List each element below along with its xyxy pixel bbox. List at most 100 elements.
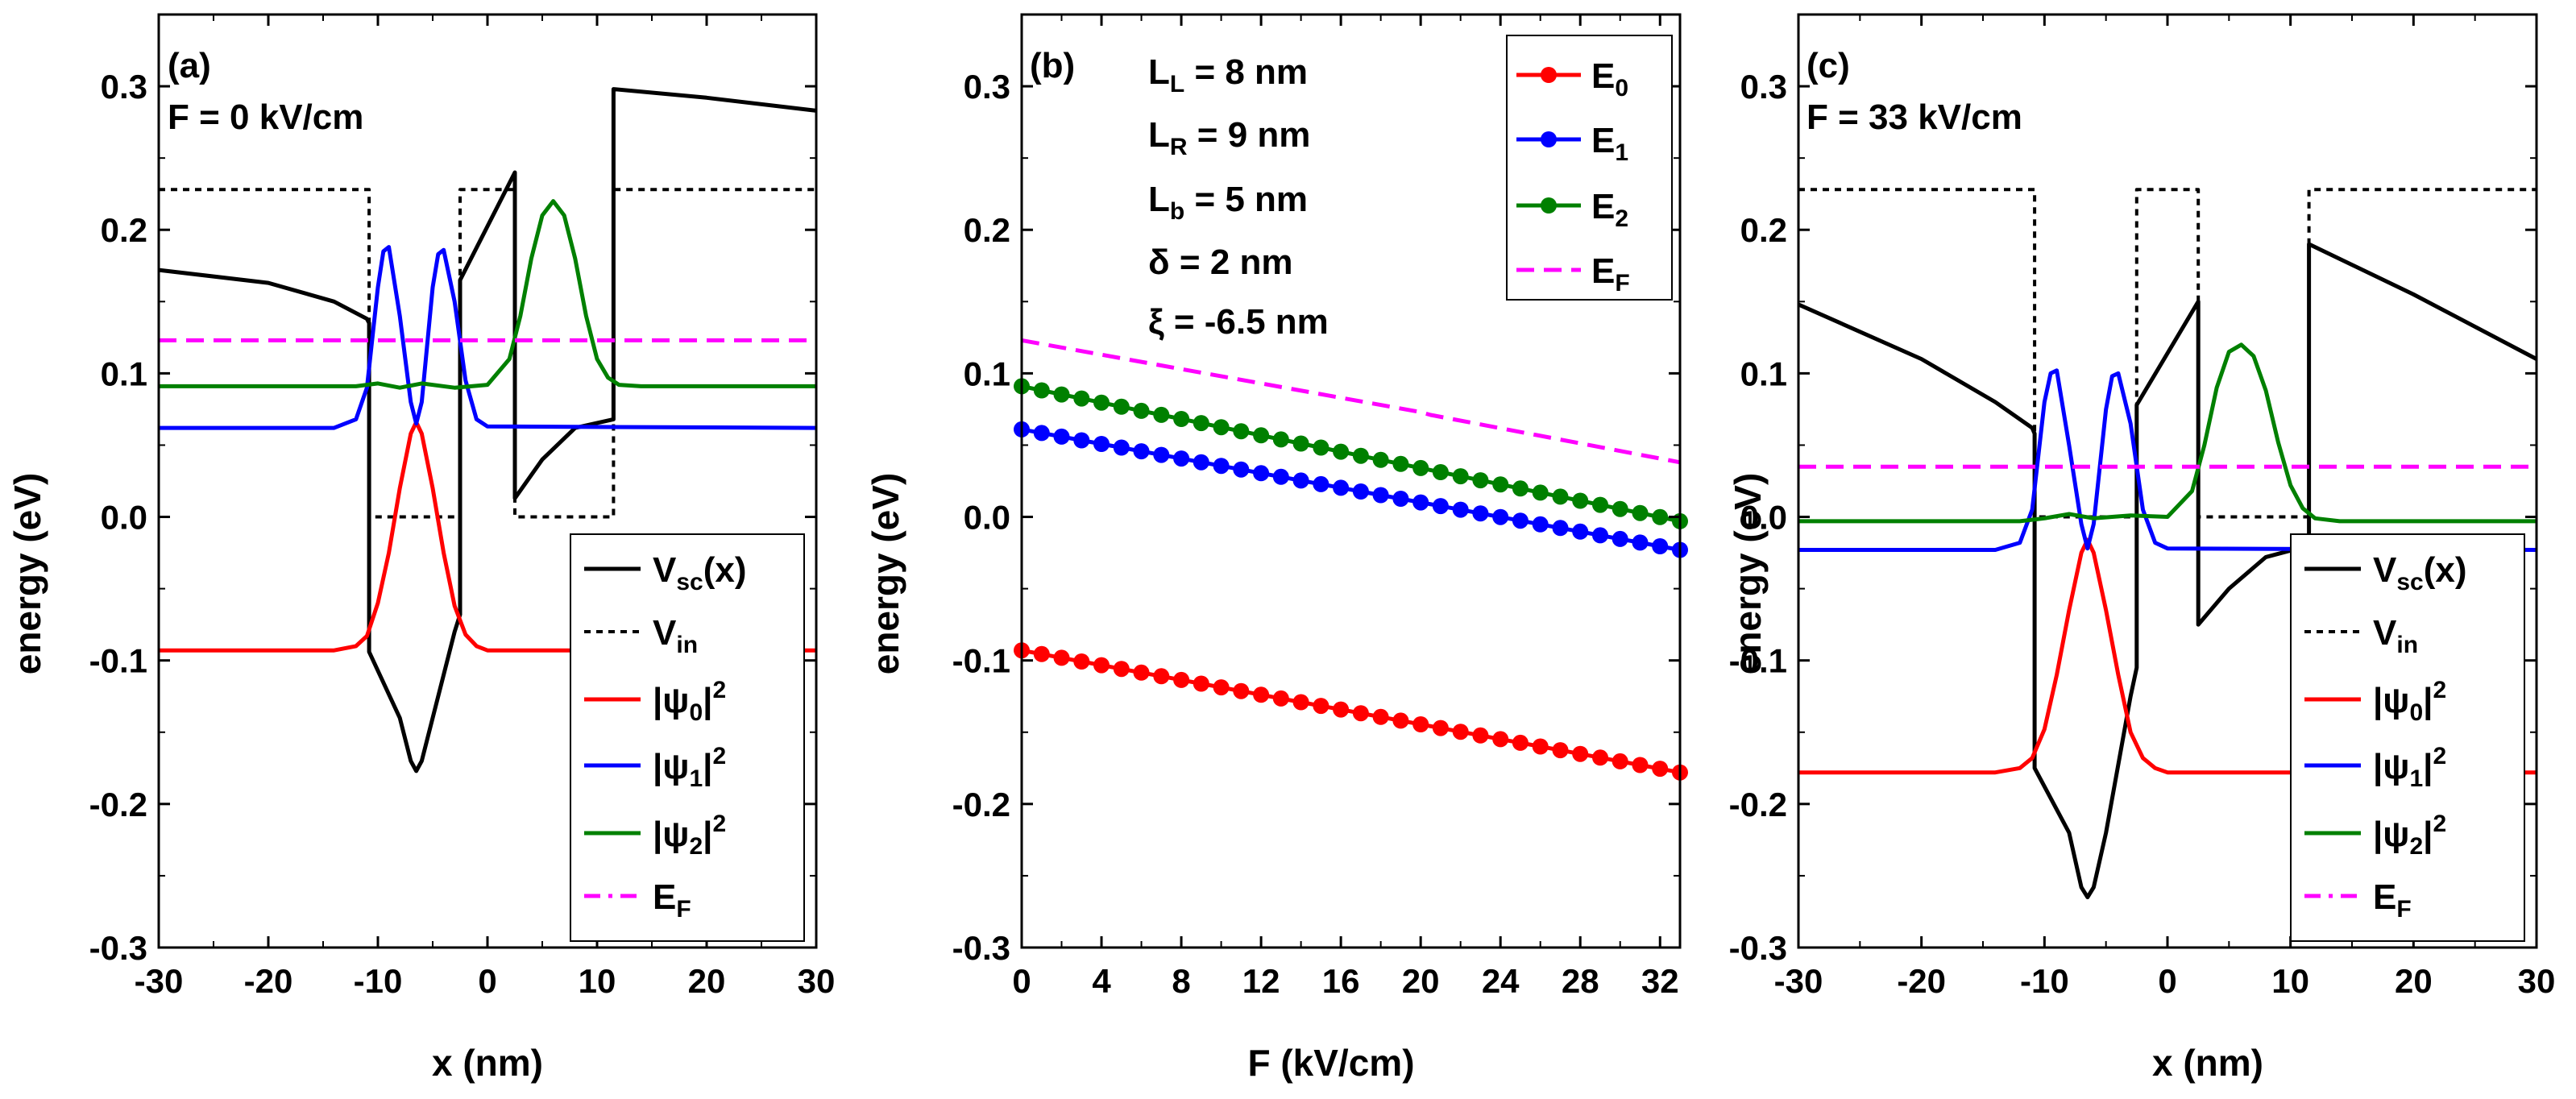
series-b-2-point [1632,504,1649,521]
xtick-label-a: 10 [579,962,616,1000]
panel-b-label: (b) [1030,46,1075,85]
series-b-1-point [1233,461,1250,478]
series-b-1-point [1392,491,1409,507]
series-b-1-point [1033,425,1050,442]
series-b-1-point [1292,472,1309,489]
series-b-2-point [1512,480,1529,497]
ytick-label-a: -0.3 [89,929,147,967]
series-b-1-point [1073,432,1090,449]
series-b-2-point [1313,439,1329,456]
ytick-label-c: 0.1 [1740,355,1787,392]
series-b-0-point [1552,742,1569,759]
series-b-2-point [1552,488,1569,505]
series-b-2-point [1133,402,1150,419]
ytick-label-b: -0.3 [952,929,1010,967]
series-b-0-point [1432,720,1449,736]
series-b-0-point [1253,686,1270,703]
series-b-2-point [1153,406,1170,423]
panel-a-ylabel: energy (eV) [6,473,48,675]
ytick-label-b: 0.1 [964,355,1010,392]
ytick-label-c: -0.2 [1729,786,1787,823]
series-c-1-line [1798,188,2537,519]
series-b-0-point [1492,731,1509,748]
xtick-label-b: 12 [1242,962,1280,1000]
panel-a-xlabel: x (nm) [432,1042,543,1084]
series-b-2-point [1173,411,1190,427]
series-b-0-point [1113,661,1130,678]
series-b-2-point [1292,435,1309,452]
series-b-1-point [1153,446,1170,463]
series-b-2-point [1113,398,1130,415]
series-b-2-point [1093,394,1110,411]
ytick-label-b: 0.2 [964,211,1010,249]
legend-b: E0 E1 E2 EF [1506,35,1673,301]
ytick-label-b: -0.1 [952,642,1010,680]
series-b-1-point [1333,479,1350,496]
series-b-2-point [1253,427,1270,444]
legend-b-e1-marker [1541,131,1557,147]
series-b-1-point [1213,458,1230,475]
series-b-1-point [1512,512,1529,529]
series-b-0-point [1632,757,1649,773]
series-b-2-point [1053,386,1070,403]
xtick-label-c: 20 [2395,962,2433,1000]
series-b-0-point [1612,753,1628,769]
series-b-0-point [1592,749,1608,766]
series-b-2-point [1452,468,1469,485]
xtick-label-b: 0 [1012,962,1031,1000]
legend-a: Vsc(x) Vin |ψ0|2 |ψ1|2 |ψ2|2 EF [570,533,805,942]
series-b-2-point [1372,451,1389,468]
param-xi: ξ = -6.5 nm [1148,302,1329,342]
series-b-0-point [1572,745,1589,762]
series-b-1-point [1612,530,1628,547]
panel-b: -0.3-0.2-0.10.00.10.20.30 4 8 12 16 20 24 28 32 … [865,13,1688,1084]
series-b-0-point [1272,690,1289,707]
series-b-0-point [1372,708,1389,725]
xtick-label-c: -30 [1774,962,1823,1000]
xtick-label-c: 10 [2271,962,2309,1000]
series-b-0-point [1352,705,1369,722]
series-b-1-point [1572,523,1589,540]
panel-c-xlabel: x (nm) [2152,1042,2263,1084]
legend-c-vsc-label: Vsc(x) [2373,550,2467,595]
series-b-0-point [1153,668,1170,685]
legend-b-e0-marker [1541,67,1557,83]
series-b-1-line [1021,427,1681,552]
xtick-label-c: 30 [2518,962,2556,1000]
series-c-3-line [1798,368,2537,552]
series-b-1-point [1632,534,1649,551]
series-b-1-point [1592,527,1608,544]
xtick-label-c: 0 [2158,962,2176,1000]
series-a-1-line [159,188,816,519]
ytick-label-a: -0.2 [89,786,147,823]
xtick-label-b: 16 [1322,962,1360,1000]
series-b-1-point [1133,443,1150,460]
series-b-2-point [1233,423,1250,440]
panel-c-label: (c) [1807,46,1850,85]
series-b-2-point [1472,472,1489,489]
panel-c-ylabel: energy (eV) [1727,473,1769,675]
series-b-0-point [1093,657,1110,674]
series-b-2-point [1392,455,1409,472]
series-b-1-point [1093,436,1110,452]
series-b-1-point [1352,483,1369,500]
series-b-2-point [1272,431,1289,448]
series-b-2-point [1432,464,1449,480]
xtick-label-a: 30 [798,962,836,1000]
series-b-2-point [1412,459,1429,476]
series-b-0-point [1193,675,1209,692]
param-ll: LL = 8 nm [1148,52,1308,97]
param-delta: δ = 2 nm [1148,243,1293,282]
series-b-1-point [1372,487,1389,504]
series-b-1-point [1193,454,1209,471]
ytick-label-a: 0.1 [101,355,147,392]
series-b-0-point [1213,679,1230,696]
legend-c-vin-label: Vin [2373,613,2418,658]
panel-a-field-annotation: F = 0 kV/cm [168,97,363,137]
xtick-label-b: 32 [1641,962,1679,1000]
series-c-4-line [1798,342,2537,524]
series-b-0-point [1392,712,1409,729]
series-b-1-point [1253,465,1270,482]
series-b-1-point [1173,450,1190,467]
series-b-0-point [1532,738,1549,755]
